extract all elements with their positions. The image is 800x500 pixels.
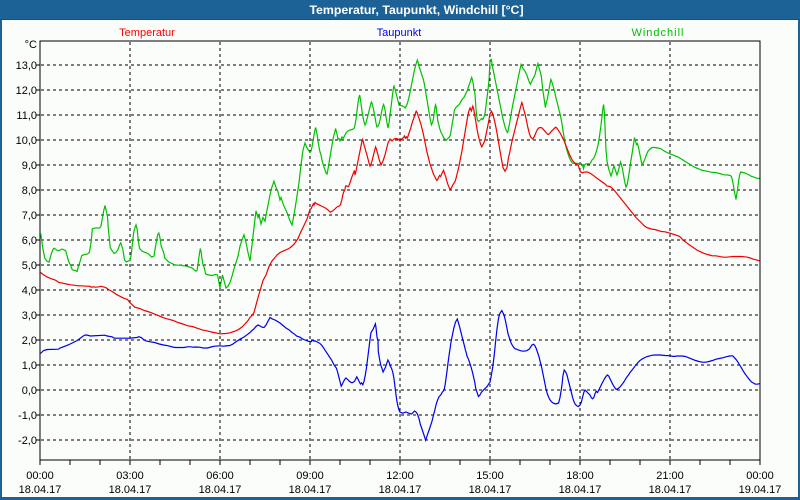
svg-text:-1,0: -1,0 [18,410,37,422]
svg-text:18.04.17: 18.04.17 [19,484,62,496]
svg-text:00:00: 00:00 [746,470,774,482]
svg-text:18.04.17: 18.04.17 [109,484,152,496]
svg-text:06:00: 06:00 [206,470,234,482]
svg-text:18.04.17: 18.04.17 [199,484,242,496]
svg-text:2,0: 2,0 [22,335,37,347]
svg-text:03:00: 03:00 [116,470,144,482]
svg-text:18:00: 18:00 [566,470,594,482]
svg-text:8,0: 8,0 [22,185,37,197]
svg-text:13,0: 13,0 [16,60,37,72]
svg-text:12:00: 12:00 [386,470,414,482]
svg-text:5,0: 5,0 [22,260,37,272]
svg-text:6,0: 6,0 [22,235,37,247]
svg-text:°C: °C [25,39,37,51]
svg-text:00:00: 00:00 [26,470,54,482]
svg-text:4,0: 4,0 [22,285,37,297]
svg-text:12,0: 12,0 [16,85,37,97]
svg-text:09:00: 09:00 [296,470,324,482]
svg-text:18.04.17: 18.04.17 [289,484,332,496]
svg-text:0,0: 0,0 [22,385,37,397]
svg-text:Taupunkt: Taupunkt [377,27,422,39]
svg-text:18.04.17: 18.04.17 [649,484,692,496]
svg-text:1,0: 1,0 [22,360,37,372]
svg-text:18.04.17: 18.04.17 [469,484,512,496]
svg-text:10,0: 10,0 [16,135,37,147]
svg-text:9,0: 9,0 [22,160,37,172]
svg-text:3,0: 3,0 [22,310,37,322]
svg-text:11,0: 11,0 [16,110,37,122]
svg-text:19.04.17: 19.04.17 [739,484,782,496]
svg-text:Windchill: Windchill [631,27,684,39]
svg-text:18.04.17: 18.04.17 [559,484,602,496]
svg-text:-2,0: -2,0 [18,435,37,447]
svg-text:7,0: 7,0 [22,210,37,222]
svg-text:21:00: 21:00 [656,470,684,482]
svg-text:18.04.17: 18.04.17 [379,484,422,496]
svg-text:15:00: 15:00 [476,470,504,482]
svg-text:Temperatur: Temperatur [119,27,175,39]
